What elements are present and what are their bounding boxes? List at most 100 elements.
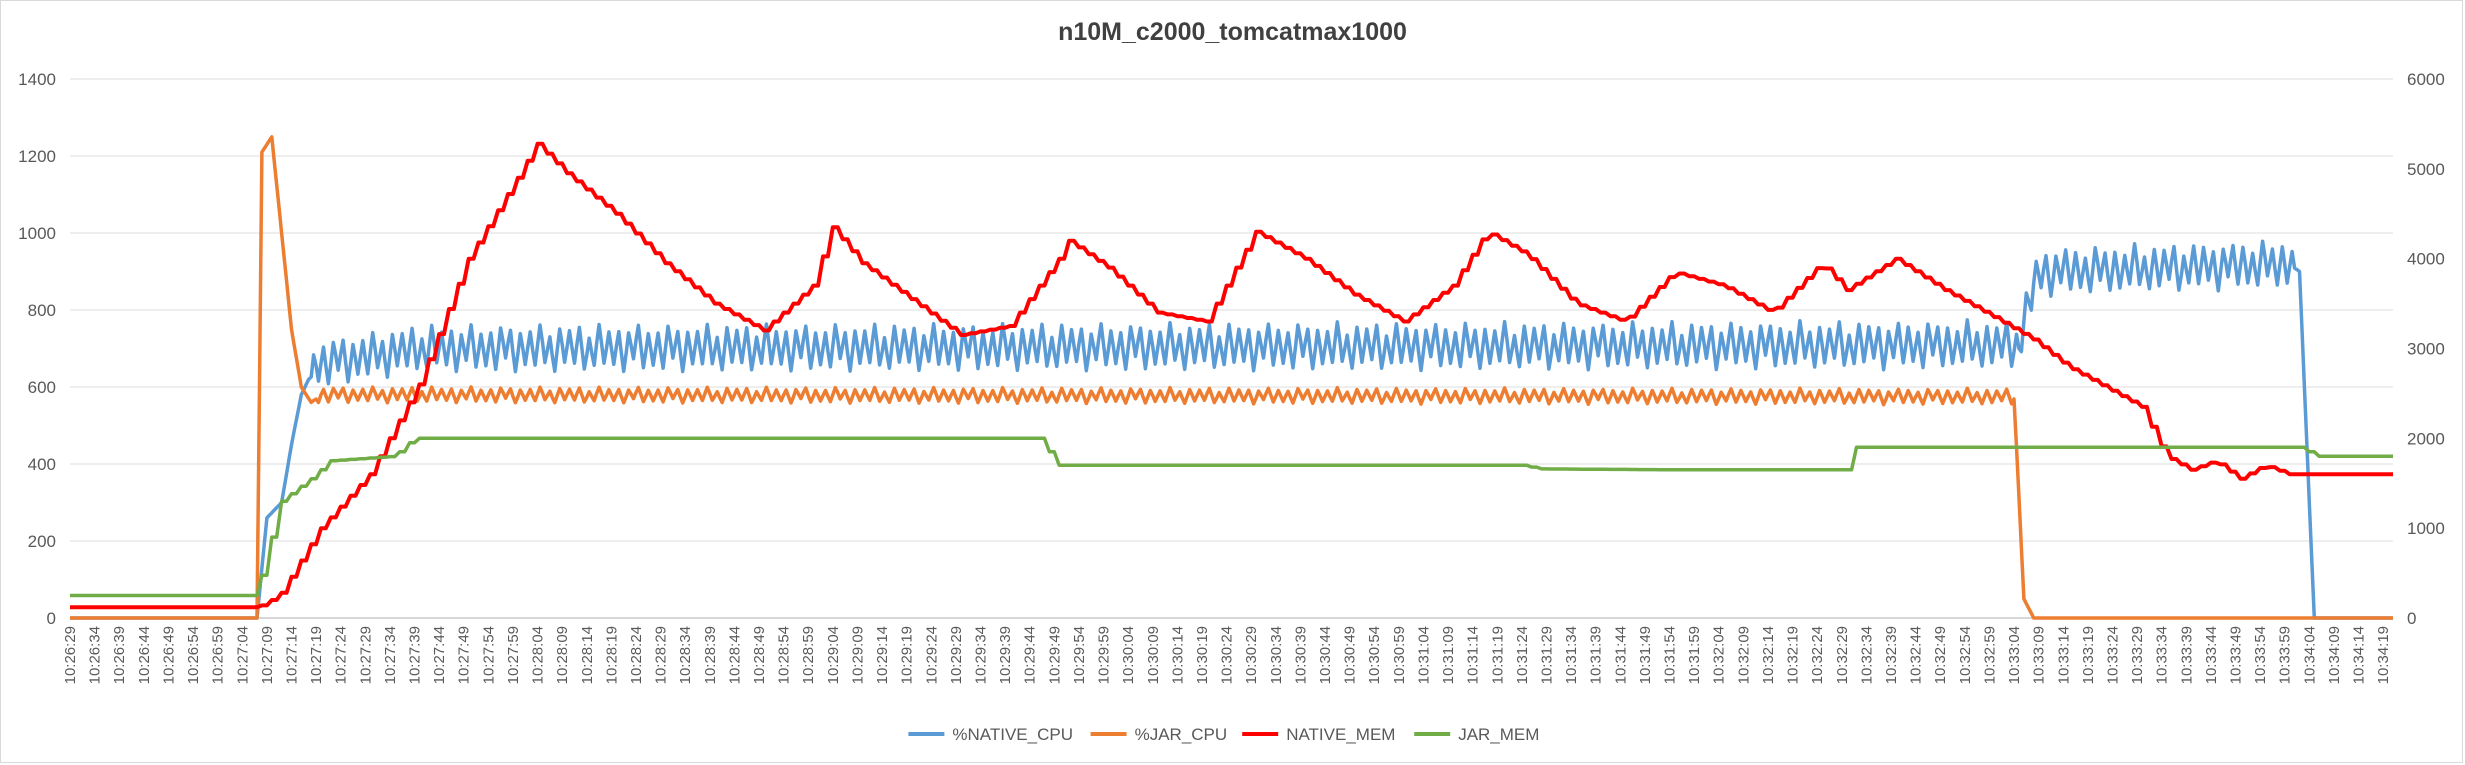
x-axis-tick-label: 10:30:34	[1268, 626, 1285, 684]
x-axis-tick-label: 10:29:09	[849, 626, 866, 684]
right-axis-tick-label: 3000	[2407, 340, 2445, 359]
x-axis-tick-label: 10:33:04	[2006, 626, 2023, 684]
x-axis-tick-label: 10:32:04	[1711, 626, 1728, 684]
x-axis-tick-label: 10:28:54	[776, 626, 793, 684]
x-axis-tick-label: 10:32:54	[1957, 626, 1974, 684]
x-axis-tick-label: 10:33:29	[2129, 626, 2146, 684]
x-axis-tick-label: 10:34:09	[2326, 626, 2343, 684]
right-axis-tick-label: 5000	[2407, 160, 2445, 179]
left-axis-tick-label: 0	[47, 609, 56, 628]
right-axis-tick-label: 4000	[2407, 250, 2445, 269]
x-axis-tick-label: 10:29:54	[1071, 626, 1088, 684]
x-axis-tick-label: 10:33:54	[2252, 626, 2269, 684]
x-axis-tick-label: 10:30:39	[1292, 626, 1309, 684]
x-axis-tick-label: 10:28:29	[653, 626, 670, 684]
x-axis-tick-label: 10:27:24	[333, 626, 350, 684]
legend-label: %JAR_CPU	[1135, 725, 1228, 744]
left-axis-ticks: 0 200 400 600 800 1000 1200 1400	[18, 70, 56, 628]
legend-label: %NATIVE_CPU	[952, 725, 1073, 744]
gridlines	[70, 78, 2393, 619]
series-line-native-mem	[70, 141, 2393, 610]
x-axis-tick-label: 10:28:24	[628, 626, 645, 684]
x-axis-tick-label: 10:31:54	[1662, 626, 1679, 684]
x-axis-ticks: 10:26:29 10:26:34 10:26:39 10:26:44 10:26:49…	[62, 626, 2392, 684]
x-axis-tick-label: 10:29:39	[997, 626, 1014, 684]
chart-title: n10M_c2000_tomcatmax1000	[1058, 18, 1407, 46]
x-axis-tick-label: 10:26:54	[185, 626, 202, 684]
x-axis-tick-label: 10:28:09	[554, 626, 571, 684]
x-axis-tick-label: 10:33:19	[2080, 626, 2097, 684]
x-axis-tick-label: 10:33:59	[2277, 626, 2294, 684]
series-line--jar-cpu	[70, 135, 2393, 620]
x-axis-tick-label: 10:33:39	[2178, 626, 2195, 684]
x-axis-tick-label: 10:30:49	[1342, 626, 1359, 684]
left-axis-tick-label: 200	[28, 532, 56, 551]
legend-label: NATIVE_MEM	[1286, 725, 1395, 744]
x-axis-tick-label: 10:26:39	[111, 626, 128, 684]
x-axis-tick-label: 10:30:44	[1317, 626, 1334, 684]
x-axis-tick-label: 10:31:44	[1612, 626, 1629, 684]
x-axis-tick-label: 10:30:59	[1391, 626, 1408, 684]
legend: %NATIVE_CPU %JAR_CPU NATIVE_MEM JAR_MEM	[908, 725, 1539, 744]
x-axis-tick-label: 10:28:59	[800, 626, 817, 684]
series-lines	[70, 135, 2393, 620]
x-axis-tick-label: 10:32:49	[1932, 626, 1949, 684]
x-axis-tick-label: 10:30:54	[1366, 626, 1383, 684]
x-axis-tick-label: 10:33:34	[2154, 626, 2171, 684]
x-axis-tick-label: 10:31:09	[1440, 626, 1457, 684]
x-axis-tick-label: 10:29:24	[923, 626, 940, 684]
x-axis-tick-label: 10:28:14	[579, 626, 596, 684]
series-line--native-cpu	[70, 239, 2393, 620]
x-axis-tick-label: 10:30:04	[1120, 626, 1137, 684]
x-axis-tick-label: 10:33:24	[2104, 626, 2121, 684]
x-axis-tick-label: 10:31:14	[1465, 626, 1482, 684]
x-axis-tick-label: 10:27:19	[308, 626, 325, 684]
x-axis-tick-label: 10:33:09	[2031, 626, 2048, 684]
left-axis-tick-label: 1000	[18, 224, 56, 243]
x-axis-tick-label: 10:26:59	[210, 626, 227, 684]
left-axis-tick-label: 800	[28, 301, 56, 320]
x-axis-tick-label: 10:31:19	[1489, 626, 1506, 684]
x-axis-tick-label: 10:28:04	[530, 626, 547, 684]
x-axis-tick-label: 10:29:19	[899, 626, 916, 684]
x-axis-tick-label: 10:30:14	[1169, 626, 1186, 684]
x-axis-tick-label: 10:30:24	[1219, 626, 1236, 684]
x-axis-tick-label: 10:29:29	[948, 626, 965, 684]
x-axis-tick-label: 10:28:19	[603, 626, 620, 684]
x-axis-tick-label: 10:31:24	[1514, 626, 1531, 684]
x-axis-tick-label: 10:33:44	[2203, 626, 2220, 684]
x-axis-tick-label: 10:27:09	[259, 626, 276, 684]
x-axis-tick-label: 10:31:34	[1563, 626, 1580, 684]
x-axis-tick-label: 10:27:59	[505, 626, 522, 684]
right-axis-ticks: 0 1000 2000 3000 4000 5000 6000	[2407, 70, 2445, 628]
x-axis-tick-label: 10:29:14	[874, 626, 891, 684]
left-axis-tick-label: 1200	[18, 147, 56, 166]
right-axis-tick-label: 1000	[2407, 519, 2445, 538]
right-axis-tick-label: 6000	[2407, 70, 2445, 89]
x-axis-tick-label: 10:31:39	[1588, 626, 1605, 684]
x-axis-tick-label: 10:34:04	[2301, 626, 2318, 684]
x-axis-tick-label: 10:32:14	[1760, 626, 1777, 684]
x-axis-tick-label: 10:32:29	[1834, 626, 1851, 684]
x-axis-tick-label: 10:32:09	[1735, 626, 1752, 684]
x-axis-tick-label: 10:29:49	[1046, 626, 1063, 684]
x-axis-tick-label: 10:27:34	[382, 626, 399, 684]
x-axis-tick-label: 10:31:49	[1637, 626, 1654, 684]
x-axis-tick-label: 10:32:59	[1981, 626, 1998, 684]
x-axis-tick-label: 10:27:04	[234, 626, 251, 684]
x-axis-tick-label: 10:30:29	[1243, 626, 1260, 684]
x-axis-tick-label: 10:27:39	[407, 626, 424, 684]
left-axis-tick-label: 1400	[18, 70, 56, 89]
x-axis-tick-label: 10:27:54	[480, 626, 497, 684]
x-axis-tick-label: 10:26:29	[62, 626, 79, 684]
series-line-jar-mem	[70, 436, 2393, 598]
x-axis-tick-label: 10:29:04	[825, 626, 842, 684]
x-axis-tick-label: 10:31:29	[1538, 626, 1555, 684]
x-axis-tick-label: 10:31:04	[1415, 626, 1432, 684]
x-axis-tick-label: 10:31:59	[1686, 626, 1703, 684]
x-axis-tick-label: 10:29:34	[972, 626, 989, 684]
x-axis-tick-label: 10:26:49	[160, 626, 177, 684]
x-axis-tick-label: 10:28:34	[677, 626, 694, 684]
